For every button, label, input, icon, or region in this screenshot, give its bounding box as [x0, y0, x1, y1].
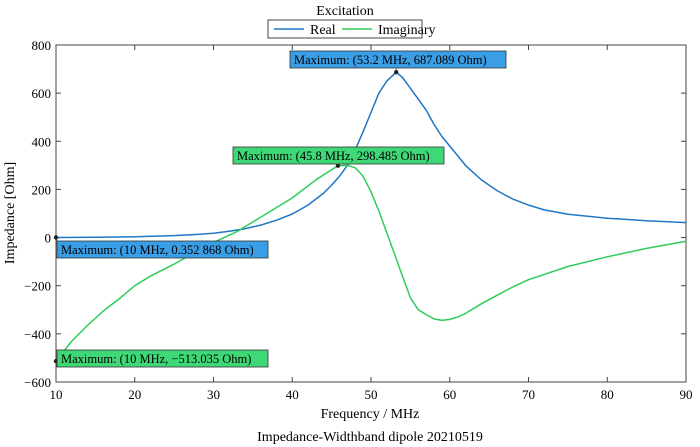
x-tick-label: 30 — [207, 387, 220, 402]
y-tick-label: 600 — [32, 86, 52, 101]
x-tick-label: 40 — [286, 387, 299, 402]
y-tick-label: 400 — [32, 134, 52, 149]
y-axis-label: Impedance [Ohm] — [3, 162, 18, 264]
annotation-label: Maximum: (10 MHz, 0.352 868 Ohm) — [61, 243, 254, 257]
annotation-layer: Maximum: (53.2 MHz, 687.089 Ohm) Maximum:… — [53, 50, 507, 368]
plot-frame — [55, 44, 687, 383]
annotation-box — [56, 349, 269, 368]
annotation-box — [289, 50, 507, 69]
y-tick-label: −400 — [24, 327, 51, 342]
annotation-box — [232, 146, 445, 165]
series-line-real — [55, 71, 687, 239]
annotation-marker — [335, 163, 341, 168]
y-tick-label: 800 — [32, 38, 52, 53]
series-line-imaginary — [55, 164, 687, 362]
x-tick-label: 90 — [680, 387, 693, 402]
annotation-label: Maximum: (45.8 MHz, 298.485 Ohm) — [237, 149, 430, 163]
x-tick-label: 80 — [601, 387, 614, 402]
x-tick-label: 50 — [365, 387, 378, 402]
y-tick-label: 0 — [45, 231, 52, 246]
y-tick-label: −600 — [24, 375, 51, 390]
annotation-marker — [394, 69, 399, 75]
axis-ticks: 10 20 30 40 50 60 70 80 90 −600 −400 −200 0 200 400 600… — [24, 38, 692, 402]
annotation-box — [56, 240, 269, 259]
legend-imaginary-label: Imaginary — [378, 23, 436, 38]
x-tick-label: 60 — [443, 387, 456, 402]
y-tick-label: −200 — [24, 279, 51, 294]
x-tick-label: 10 — [50, 387, 63, 402]
x-axis-label: Frequency / MHz — [321, 407, 420, 422]
annotation-label: Maximum: (10 MHz, −513.035 Ohm) — [61, 352, 251, 366]
series-layer — [55, 71, 687, 362]
annotation-label: Maximum: (53.2 MHz, 687.089 Ohm) — [294, 53, 487, 67]
legend-title: Excitation — [316, 4, 374, 19]
y-tick-label: 200 — [32, 182, 52, 197]
annotation-marker — [53, 235, 59, 240]
legend-real-label: Real — [310, 23, 336, 38]
x-tick-label: 20 — [128, 387, 141, 402]
chart-title: Impedance-Widthband dipole 20210519 — [257, 430, 483, 445]
x-tick-label: 70 — [522, 387, 535, 402]
